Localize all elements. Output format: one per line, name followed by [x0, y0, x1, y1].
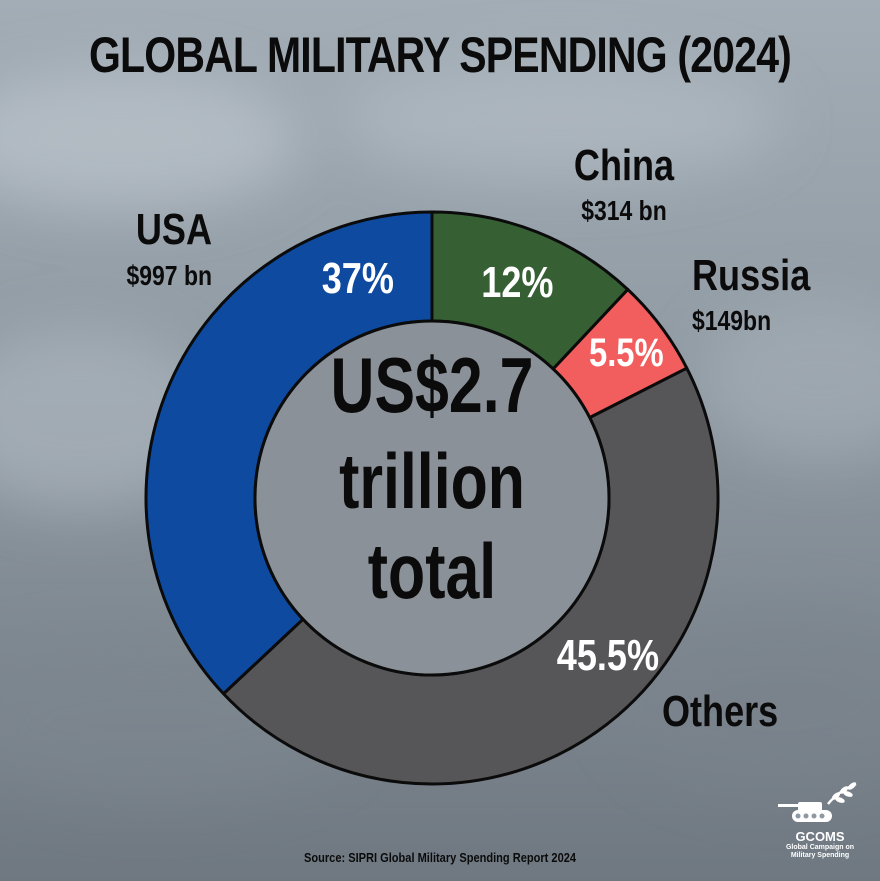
slice-name-china: China	[574, 141, 675, 190]
logo-subtitle-line2: Military Spending	[790, 852, 850, 859]
pct-label-usa: 37%	[322, 254, 394, 303]
logo-name: GCOMS	[795, 829, 845, 844]
logo-subtitle: Global Campaign on Military Spending	[772, 844, 868, 860]
slice-amount-china: $314 bn	[581, 196, 666, 227]
pct-label-russia: 5.5%	[589, 330, 664, 375]
slice-name-others: Others	[662, 687, 778, 736]
pct-label-china: 12%	[481, 258, 553, 307]
slice-amount-russia: $149bn	[692, 306, 771, 337]
slice-name-russia: Russia	[692, 251, 811, 300]
source-text: Source: SIPRI Global Military Spending R…	[303, 850, 576, 865]
tank-dove-icon	[778, 782, 857, 822]
slice-name-usa: USA	[136, 205, 212, 254]
slice-amount-usa: $997 bn	[127, 261, 212, 292]
source-note: Source: SIPRI Global Military Spending R…	[0, 850, 880, 865]
center-label-line-1: US$2.7	[331, 342, 534, 429]
pct-label-others: 45.5%	[557, 631, 659, 680]
center-label-line-2: trillion	[339, 438, 525, 525]
gcoms-logo: GCOMS Global Campaign on Military Spendi…	[772, 780, 868, 872]
logo-subtitle-line1: Global Campaign on	[785, 844, 855, 851]
center-label-line-3: total	[368, 528, 496, 615]
donut-center	[253, 319, 611, 677]
chart-title: GLOBAL MILITARY SPENDING (2024)	[88, 27, 792, 83]
